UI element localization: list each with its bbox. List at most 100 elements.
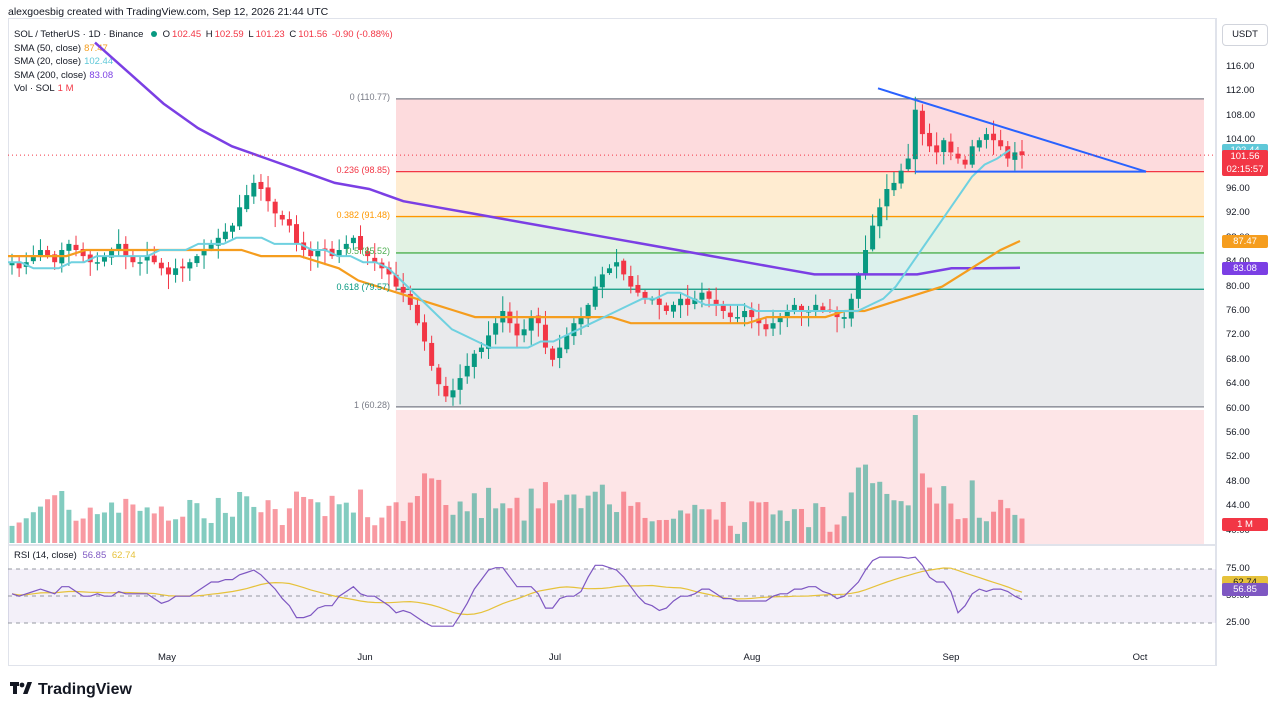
- volume-bar: [386, 505, 392, 543]
- candle-body: [642, 291, 648, 299]
- volume-bar: [870, 483, 876, 543]
- candle-body: [116, 243, 122, 250]
- candle-body: [350, 237, 356, 244]
- volume-bar: [251, 506, 257, 543]
- candle-body: [813, 304, 819, 311]
- volume-bar: [443, 505, 449, 543]
- currency-selector[interactable]: USDT: [1222, 24, 1268, 46]
- volume-bar: [599, 484, 605, 543]
- time-tick: Jun: [357, 652, 373, 663]
- candle-body: [358, 236, 364, 250]
- low-label: L: [248, 29, 254, 40]
- sma50-value: 87.47: [84, 42, 108, 54]
- candle-body: [535, 315, 541, 324]
- candle-body: [429, 342, 435, 366]
- candle-body: [336, 250, 342, 256]
- sma50-legend[interactable]: SMA (50, close) 87.47: [14, 42, 395, 56]
- candle-body: [372, 257, 378, 263]
- sma50-name: SMA (50, close): [14, 42, 82, 54]
- volume-bar: [343, 502, 349, 543]
- candle-body: [983, 134, 989, 140]
- candle-body: [422, 322, 428, 342]
- open-label: O: [162, 29, 171, 40]
- candle-body: [557, 347, 563, 359]
- volume-bar: [649, 521, 655, 543]
- sma200-price-label: 83.08: [1222, 261, 1268, 275]
- last-price-label: 101.56 02:15:57: [1222, 150, 1268, 177]
- volume-bar: [173, 519, 179, 543]
- volume-bar: [73, 520, 79, 543]
- volume-bar: [23, 518, 29, 543]
- volume-bar: [336, 504, 342, 543]
- chart-credit: alexgoesbig created with TradingView.com…: [8, 6, 329, 18]
- candle-body: [521, 329, 527, 336]
- price-tick: 92.00: [1226, 207, 1250, 219]
- volume-bar: [450, 514, 456, 543]
- candle-body: [891, 182, 897, 191]
- volume-bar: [713, 519, 719, 543]
- time-tick: Sep: [942, 652, 960, 663]
- candle-body: [37, 250, 43, 258]
- volume-bar: [749, 501, 755, 543]
- candle-body: [165, 267, 171, 275]
- candle-body: [514, 323, 520, 336]
- price-pane[interactable]: [8, 18, 1216, 545]
- rsi-ma-value: 62.74: [111, 550, 136, 561]
- volume-bar: [372, 525, 378, 543]
- volume-bar: [294, 491, 300, 543]
- open-value: 102.45: [172, 29, 202, 40]
- candle-body: [848, 298, 854, 319]
- volume-bar: [557, 500, 563, 543]
- volume-bar: [16, 522, 22, 543]
- fib-level-label: 0.618 (79.57): [336, 282, 390, 293]
- volume-bar: [130, 504, 136, 543]
- volume-legend[interactable]: Vol · SOL 1 M: [14, 82, 395, 96]
- volume-bar: [123, 498, 129, 543]
- price-tick: 52.00: [1226, 451, 1250, 463]
- candle-body: [742, 311, 748, 318]
- symbol-name[interactable]: SOL / TetherUS · 1D · Binance: [14, 29, 144, 40]
- candle-body: [94, 262, 100, 264]
- sma200-name: SMA (200, close): [14, 69, 87, 81]
- rsi-pane[interactable]: [8, 545, 1216, 666]
- candle-body: [407, 293, 413, 305]
- candle-body: [308, 249, 314, 257]
- candle-body: [777, 317, 783, 323]
- candle-body: [720, 304, 726, 311]
- volume-bar: [180, 516, 186, 543]
- rsi-legend[interactable]: RSI (14, close) 56.85 62.74: [14, 550, 136, 561]
- volume-bar: [116, 512, 122, 543]
- candle-body: [151, 255, 157, 263]
- volume-bar: [87, 507, 93, 543]
- candle-body: [599, 274, 605, 288]
- candle-body: [251, 182, 257, 197]
- candle-body: [265, 187, 271, 202]
- live-dot-icon: [151, 31, 158, 37]
- price-tick: 64.00: [1226, 378, 1250, 390]
- sma20-legend[interactable]: SMA (20, close) 102.44: [14, 55, 395, 69]
- volume-bar: [998, 499, 1004, 543]
- volume-bar: [742, 522, 748, 543]
- candle-body: [834, 312, 840, 318]
- candle-body: [955, 153, 961, 159]
- price-tick: 72.00: [1226, 329, 1250, 341]
- volume-bar: [656, 520, 662, 543]
- volume-bar: [279, 525, 285, 543]
- time-tick: Aug: [743, 652, 761, 663]
- high-label: H: [205, 29, 213, 40]
- volume-bar: [912, 415, 918, 543]
- volume-bar: [727, 525, 733, 543]
- tradingview-logo[interactable]: TradingView: [10, 681, 132, 699]
- candle-body: [272, 201, 278, 214]
- candle-body: [478, 347, 484, 352]
- volume-bar: [229, 516, 235, 543]
- volume-bar: [571, 494, 577, 543]
- volume-bar: [863, 464, 869, 543]
- volume-bar: [898, 501, 904, 543]
- volume-bar: [493, 508, 499, 543]
- volume-bar: [777, 510, 783, 543]
- candle-body: [365, 251, 371, 257]
- sma200-legend[interactable]: SMA (200, close) 83.08: [14, 69, 395, 83]
- candle-body: [756, 318, 762, 324]
